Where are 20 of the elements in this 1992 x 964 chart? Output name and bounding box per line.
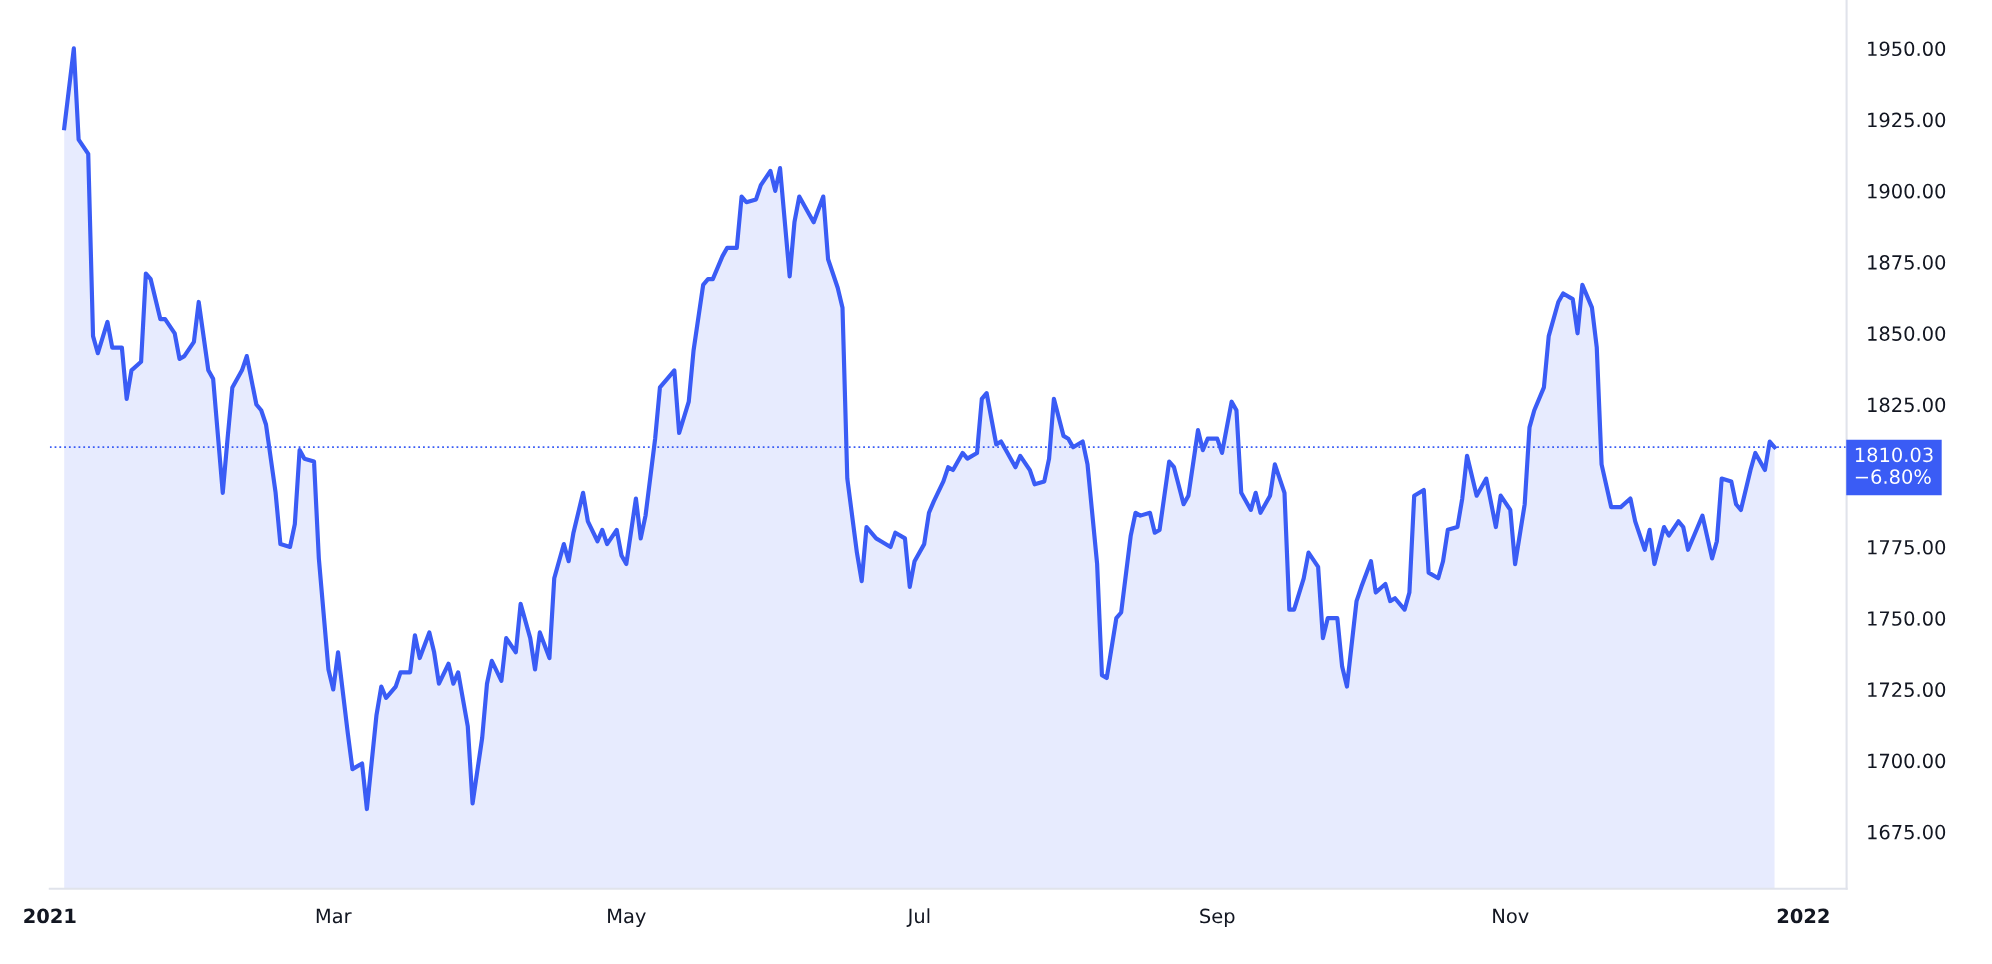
x-tick-label: Sep (1200, 908, 1235, 928)
x-tick-label: May (608, 908, 646, 928)
y-tick-label: 1950.00 (1868, 41, 1946, 57)
x-tick-label: Mar (316, 908, 352, 924)
y-tick-label: 1775.00 (1868, 539, 1946, 555)
y-tick-label: 1875.00 (1868, 255, 1946, 270)
y-tick-label: 1725.00 (1868, 682, 1946, 698)
ref-line-label: 1810.03 (1855, 447, 1933, 463)
y-tick-label: 1825.00 (1868, 397, 1946, 413)
y-tick-label: 1750.00 (1868, 611, 1946, 626)
y-tick-label: 1850.00 (1868, 326, 1946, 341)
y-tick-label: 1900.00 (1868, 183, 1946, 199)
y-tick-label: 1925.00 (1868, 112, 1946, 128)
x-tick-label: 2022 (1777, 908, 1829, 924)
x-tick-label: Nov (1493, 908, 1529, 924)
text: −6.80% (1855, 469, 1931, 484)
x-tick-label: 2021 (24, 908, 76, 924)
x-tick-label: Jul (906, 908, 930, 927)
y-tick-label: 1700.00 (1868, 753, 1946, 769)
y-tick-label: 1675.00 (1868, 824, 1946, 840)
